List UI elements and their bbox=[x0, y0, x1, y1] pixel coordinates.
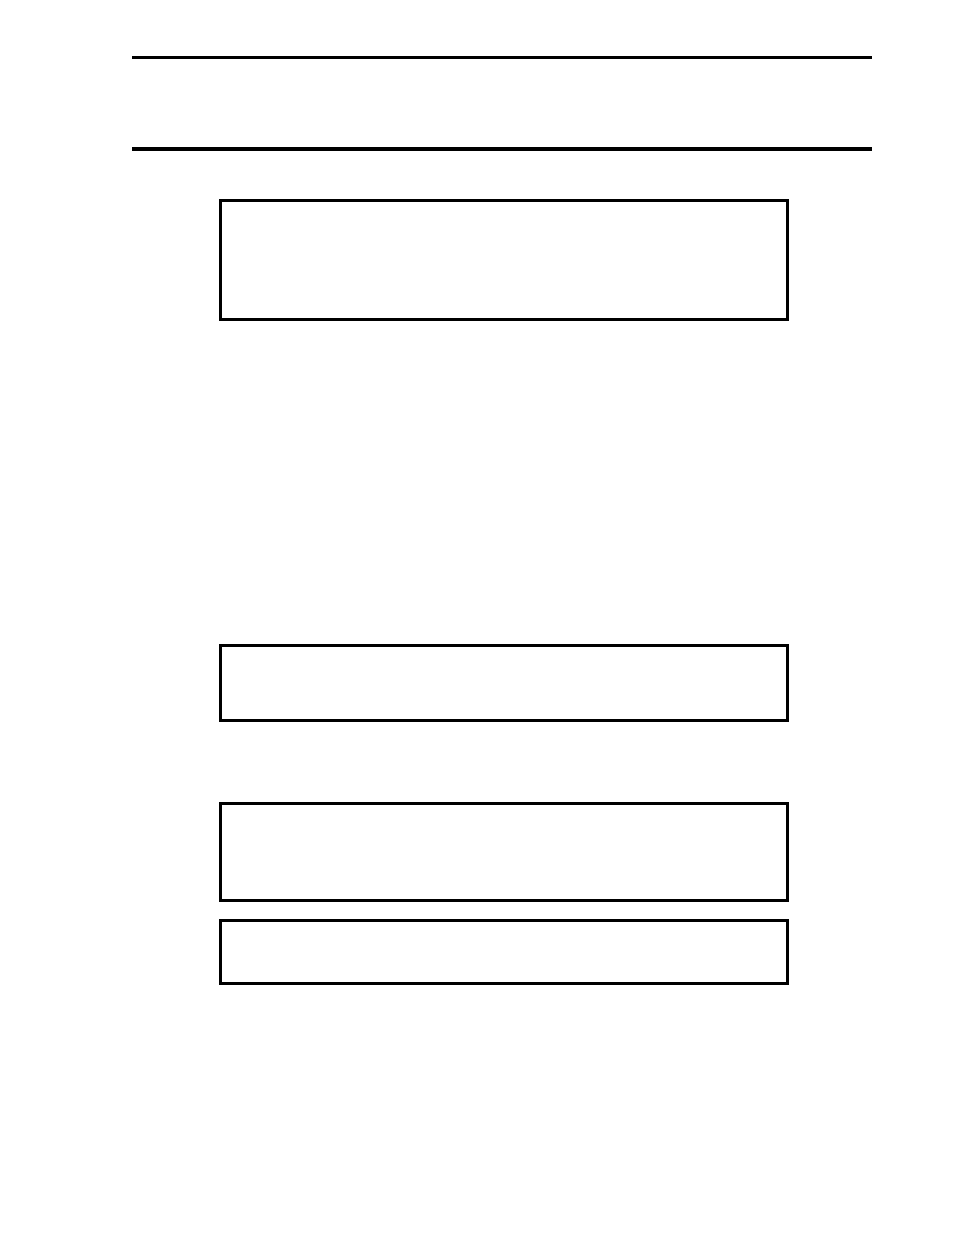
content-box-1 bbox=[219, 199, 789, 321]
content-box-2 bbox=[219, 644, 789, 722]
content-box-3 bbox=[219, 802, 789, 902]
content-box-4 bbox=[219, 919, 789, 985]
page bbox=[0, 0, 954, 1235]
top-rule-2 bbox=[132, 147, 872, 151]
top-rule-1 bbox=[132, 56, 872, 59]
